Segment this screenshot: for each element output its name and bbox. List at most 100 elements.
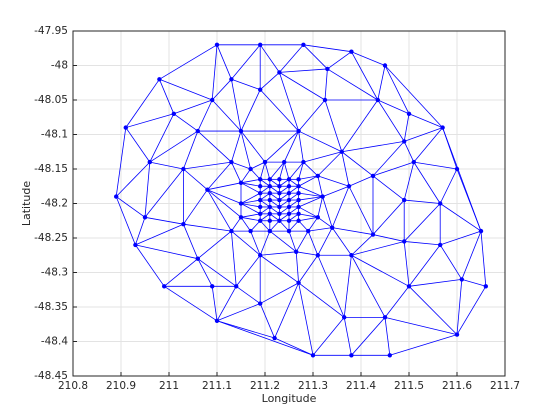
mesh-edge <box>279 68 328 73</box>
mesh-edge <box>298 130 342 153</box>
mesh-edge <box>183 223 232 232</box>
mesh-node <box>286 218 292 223</box>
mesh-edge <box>298 196 323 201</box>
mesh-edge <box>115 161 151 197</box>
mesh-edge <box>303 161 319 177</box>
mesh-edge <box>250 161 266 170</box>
mesh-edge <box>197 258 213 287</box>
mesh-edge <box>351 241 405 256</box>
mesh-node <box>195 256 200 261</box>
mesh-edge <box>264 161 271 180</box>
mesh-edge <box>173 99 213 115</box>
mesh-edge <box>264 130 299 163</box>
mesh-edge <box>207 161 232 190</box>
mesh-edge <box>298 99 326 132</box>
mesh-node <box>229 77 234 82</box>
mesh-node <box>286 184 292 189</box>
mesh-node <box>214 318 220 323</box>
mesh-edge <box>279 161 285 180</box>
mesh-edge <box>298 282 314 356</box>
mesh-edge <box>348 186 374 235</box>
mesh-edge <box>317 255 345 318</box>
mesh-node <box>277 184 282 189</box>
mesh-edge <box>274 282 299 339</box>
mesh-edge <box>183 161 232 170</box>
mesh-edge <box>343 255 352 318</box>
mesh-edge <box>298 185 323 197</box>
mesh-edge <box>211 79 232 101</box>
mesh-node <box>370 173 376 179</box>
mesh-edge <box>351 51 379 101</box>
mesh-edge <box>173 113 199 132</box>
mesh-edge <box>235 285 261 304</box>
mesh-node <box>267 228 272 234</box>
mesh-edge <box>240 130 266 163</box>
mesh-node <box>277 197 282 203</box>
mesh-edge <box>296 251 318 256</box>
x-tick-label: 211.4 <box>346 380 376 392</box>
mesh-edge <box>125 127 151 163</box>
mesh-edge <box>295 230 309 253</box>
mesh-edge <box>216 44 232 80</box>
mesh-edge <box>298 175 318 187</box>
mesh-edge <box>408 244 441 287</box>
mesh-node <box>387 353 392 358</box>
mesh-edge <box>377 99 405 142</box>
mesh-edge <box>298 161 304 180</box>
mesh-edge <box>135 217 146 246</box>
y-tick-label: -48.05 <box>34 94 68 106</box>
mesh-edge <box>327 68 379 101</box>
mesh-edge <box>288 220 299 232</box>
mesh-node <box>262 159 268 165</box>
x-tick-label: 210.9 <box>106 380 136 392</box>
mesh-edge <box>324 99 343 152</box>
mesh-node <box>282 159 287 165</box>
mesh-node <box>296 280 301 286</box>
mesh-node <box>123 125 128 130</box>
mesh-edge <box>377 65 386 101</box>
mesh-node <box>296 177 301 182</box>
mesh-node <box>258 253 263 258</box>
mesh-edge <box>413 161 441 204</box>
mesh-node <box>406 111 412 117</box>
mesh-edge <box>413 127 443 163</box>
y-axis-label: Latitude <box>20 181 33 227</box>
y-tick-label: -48.15 <box>34 163 68 175</box>
mesh-edge <box>384 316 458 335</box>
mesh-edge <box>231 161 242 183</box>
mesh-edge <box>207 189 232 232</box>
mesh-edge <box>259 72 280 90</box>
mesh-edge <box>343 317 352 356</box>
mesh-edge <box>250 168 261 180</box>
mesh-edge <box>115 127 127 197</box>
mesh-node <box>322 97 328 103</box>
mesh-node <box>214 42 220 47</box>
mesh-edge <box>377 99 410 115</box>
mesh-edge <box>322 185 350 197</box>
mesh-edge <box>331 186 350 228</box>
mesh-edge <box>240 178 261 184</box>
mesh-node <box>382 63 388 68</box>
mesh-edge <box>372 175 405 201</box>
mesh-node <box>238 128 244 134</box>
mesh-edge <box>149 113 175 163</box>
mesh-edge <box>317 175 323 197</box>
mesh-edge <box>240 217 251 232</box>
mesh-node <box>258 197 263 203</box>
mesh-edge <box>298 216 318 222</box>
x-tick-label: 211 <box>159 380 179 392</box>
mesh-edge <box>408 279 462 287</box>
mesh-edge <box>288 230 297 252</box>
mesh-node <box>267 211 272 217</box>
mesh-edge <box>456 168 482 232</box>
mesh-edge <box>240 168 251 184</box>
mesh-edge <box>135 244 165 287</box>
mesh-edge <box>331 227 352 256</box>
mesh-node <box>277 70 282 75</box>
mesh-edge <box>404 127 443 142</box>
mesh-edge <box>125 113 174 128</box>
mesh-node <box>238 180 244 185</box>
mesh-node <box>382 315 388 320</box>
